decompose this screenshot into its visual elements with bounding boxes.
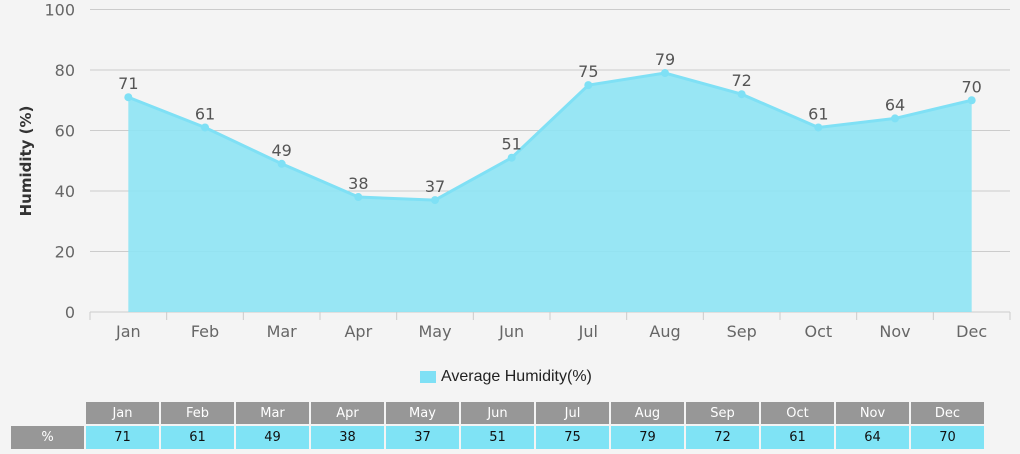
legend-label: Average Humidity(%): [441, 368, 592, 385]
x-tick-label: Jul: [578, 322, 598, 341]
table-header-cell: Jul: [536, 402, 609, 424]
table-value-cell: 71: [86, 426, 159, 449]
y-tick-label: 100: [44, 1, 75, 20]
data-point: [737, 90, 746, 99]
data-label: 61: [195, 104, 215, 123]
data-point: [967, 96, 976, 105]
x-tick-label: Mar: [267, 322, 298, 341]
table-value-cell: 70: [911, 426, 984, 449]
data-label: 51: [501, 135, 521, 154]
data-label: 72: [731, 71, 751, 90]
table-value-cell: 37: [386, 426, 459, 449]
table-header-cell: Dec: [911, 402, 984, 424]
table-value-cell: 38: [311, 426, 384, 449]
table-header-cell: Feb: [161, 402, 234, 424]
table-header-cell: May: [386, 402, 459, 424]
data-label: 61: [808, 104, 828, 123]
data-point: [661, 69, 669, 78]
table-value-cell: 72: [686, 426, 759, 449]
data-table: Jan Feb Mar Apr May Jun Jul Aug Sep Oct Nov Dec % 71…: [9, 400, 986, 451]
data-label: 37: [425, 177, 445, 196]
y-tick-label: 60: [55, 122, 75, 141]
x-tick-label: Apr: [344, 322, 372, 341]
x-tick-label: Jun: [498, 322, 524, 341]
table-header-cell: Aug: [611, 402, 684, 424]
table-header-cell: Mar: [236, 402, 309, 424]
y-tick-label: 40: [55, 182, 75, 201]
table-header-cell: Sep: [686, 402, 759, 424]
table-corner: [11, 402, 84, 424]
data-point: [814, 123, 823, 132]
data-point: [277, 159, 286, 168]
x-tick-label: Aug: [649, 322, 680, 341]
y-tick-label: 0: [65, 303, 75, 322]
data-point: [124, 93, 133, 102]
data-point: [431, 196, 439, 205]
area-fill: [128, 73, 972, 313]
x-tick-label: Feb: [191, 322, 219, 341]
table-header-cell: Jun: [461, 402, 534, 424]
data-point: [584, 81, 593, 90]
table-value-cell: 79: [611, 426, 684, 449]
legend-swatch: [420, 371, 436, 383]
x-tick-label: Oct: [804, 322, 832, 341]
data-point: [507, 153, 516, 162]
x-tick-label: Jan: [115, 322, 141, 341]
data-point: [201, 123, 209, 132]
data-label: 71: [118, 74, 138, 93]
table-value-cell: 75: [536, 426, 609, 449]
table-value-cell: 49: [236, 426, 309, 449]
x-tick-label: Dec: [956, 322, 987, 341]
y-axis-label: Humidity (%): [17, 106, 35, 217]
table-value-cell: 51: [461, 426, 534, 449]
x-tick-label: May: [418, 322, 451, 341]
y-tick-label: 80: [55, 61, 75, 80]
data-label: 38: [348, 174, 368, 193]
y-tick-label: 20: [55, 243, 75, 262]
data-point: [891, 114, 899, 123]
series-line: [127, 71, 973, 202]
data-label: 70: [961, 77, 981, 96]
table-header-cell: Jan: [86, 402, 159, 424]
table-value-cell: 64: [836, 426, 909, 449]
data-label: 75: [578, 62, 598, 81]
data-label: 64: [885, 95, 905, 114]
table-header-cell: Oct: [761, 402, 834, 424]
x-tick-label: Nov: [879, 322, 910, 341]
data-label: 79: [655, 50, 675, 69]
table-header-cell: Apr: [311, 402, 384, 424]
row-label: %: [11, 426, 84, 449]
table-header-cell: Nov: [836, 402, 909, 424]
table-value-cell: 61: [761, 426, 834, 449]
data-label: 49: [271, 141, 291, 160]
humidity-chart: 0 20 40 60 80 100 71 Jan 61 Feb 49 Mar 38 Apr 37 May 51 J…: [17, 1, 1011, 341]
table-value-cell: 61: [161, 426, 234, 449]
x-tick-label: Sep: [727, 322, 757, 341]
data-point: [354, 193, 363, 202]
legend[interactable]: Average Humidity(%): [420, 368, 592, 386]
